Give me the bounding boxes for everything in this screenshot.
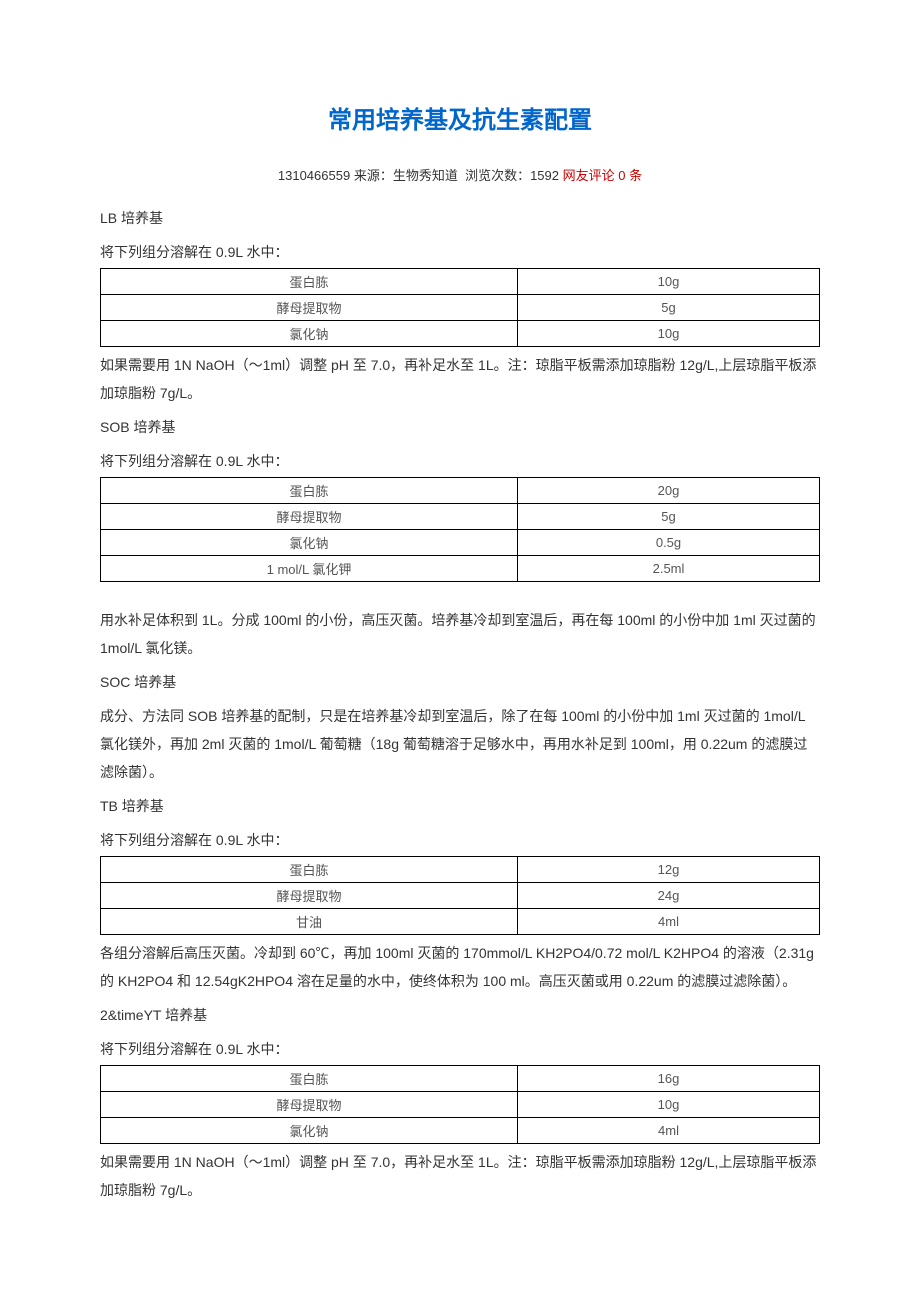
ingredient-name: 蛋白胨	[101, 857, 518, 883]
soc-heading: SOC 培养基	[100, 668, 820, 696]
lb-dissolve: 将下列组分溶解在 0.9L 水中：	[100, 238, 820, 266]
table-row: 酵母提取物10g	[101, 1092, 820, 1118]
lb-note: 如果需要用 1N NaOH（～1ml）调整 pH 至 7.0，再补足水至 1L。…	[100, 351, 820, 407]
ingredient-name: 酵母提取物	[101, 504, 518, 530]
table-row: 氯化钠4ml	[101, 1118, 820, 1144]
ingredient-name: 蛋白胨	[101, 1066, 518, 1092]
ingredient-value: 10g	[518, 1092, 820, 1118]
table-row: 酵母提取物5g	[101, 504, 820, 530]
tb-table: 蛋白胨12g 酵母提取物24g 甘油4ml	[100, 856, 820, 935]
meta-comments-link[interactable]: 网友评论 0 条	[563, 168, 642, 183]
meta-line: 1310466559 来源：生物秀知道 浏览次数：1592 网友评论 0 条	[100, 165, 820, 184]
ingredient-value: 10g	[518, 321, 820, 347]
meta-views: 浏览次数：1592	[465, 168, 559, 183]
lb-heading: LB 培养基	[100, 204, 820, 232]
meta-id: 1310466559	[278, 168, 350, 183]
ingredient-value: 0.5g	[518, 530, 820, 556]
ingredient-name: 氯化钠	[101, 1118, 518, 1144]
ingredient-value: 4ml	[518, 909, 820, 935]
table-row: 酵母提取物5g	[101, 295, 820, 321]
ingredient-name: 氯化钠	[101, 530, 518, 556]
page-title: 常用培养基及抗生素配置	[100, 100, 820, 135]
ingredient-name: 1 mol/L 氯化钾	[101, 556, 518, 582]
sob-heading: SOB 培养基	[100, 413, 820, 441]
table-row: 蛋白胨16g	[101, 1066, 820, 1092]
yt-heading: 2&timeYT 培养基	[100, 1001, 820, 1029]
table-row: 蛋白胨10g	[101, 269, 820, 295]
table-row: 蛋白胨20g	[101, 478, 820, 504]
ingredient-value: 12g	[518, 857, 820, 883]
ingredient-name: 蛋白胨	[101, 269, 518, 295]
table-row: 酵母提取物24g	[101, 883, 820, 909]
table-row: 蛋白胨12g	[101, 857, 820, 883]
yt-table: 蛋白胨16g 酵母提取物10g 氯化钠4ml	[100, 1065, 820, 1144]
tb-note: 各组分溶解后高压灭菌。冷却到 60℃，再加 100ml 灭菌的 170mmol/…	[100, 939, 820, 995]
ingredient-value: 4ml	[518, 1118, 820, 1144]
ingredient-name: 酵母提取物	[101, 1092, 518, 1118]
lb-table: 蛋白胨10g 酵母提取物5g 氯化钠10g	[100, 268, 820, 347]
sob-table: 蛋白胨20g 酵母提取物5g 氯化钠0.5g 1 mol/L 氯化钾2.5ml	[100, 477, 820, 582]
ingredient-name: 蛋白胨	[101, 478, 518, 504]
sob-note: 用水补足体积到 1L。分成 100ml 的小份，高压灭菌。培养基冷却到室温后，再…	[100, 606, 820, 662]
sob-dissolve: 将下列组分溶解在 0.9L 水中：	[100, 447, 820, 475]
ingredient-name: 氯化钠	[101, 321, 518, 347]
ingredient-value: 5g	[518, 295, 820, 321]
soc-note: 成分、方法同 SOB 培养基的配制，只是在培养基冷却到室温后，除了在每 100m…	[100, 702, 820, 786]
ingredient-value: 10g	[518, 269, 820, 295]
ingredient-value: 16g	[518, 1066, 820, 1092]
ingredient-value: 2.5ml	[518, 556, 820, 582]
tb-dissolve: 将下列组分溶解在 0.9L 水中：	[100, 826, 820, 854]
ingredient-value: 24g	[518, 883, 820, 909]
yt-dissolve: 将下列组分溶解在 0.9L 水中：	[100, 1035, 820, 1063]
table-row: 氯化钠0.5g	[101, 530, 820, 556]
ingredient-value: 20g	[518, 478, 820, 504]
ingredient-value: 5g	[518, 504, 820, 530]
table-row: 甘油4ml	[101, 909, 820, 935]
ingredient-name: 酵母提取物	[101, 883, 518, 909]
tb-heading: TB 培养基	[100, 792, 820, 820]
table-row: 氯化钠10g	[101, 321, 820, 347]
table-row: 1 mol/L 氯化钾2.5ml	[101, 556, 820, 582]
ingredient-name: 酵母提取物	[101, 295, 518, 321]
yt-note: 如果需要用 1N NaOH（～1ml）调整 pH 至 7.0，再补足水至 1L。…	[100, 1148, 820, 1204]
meta-source: 来源：生物秀知道	[354, 168, 458, 183]
ingredient-name: 甘油	[101, 909, 518, 935]
